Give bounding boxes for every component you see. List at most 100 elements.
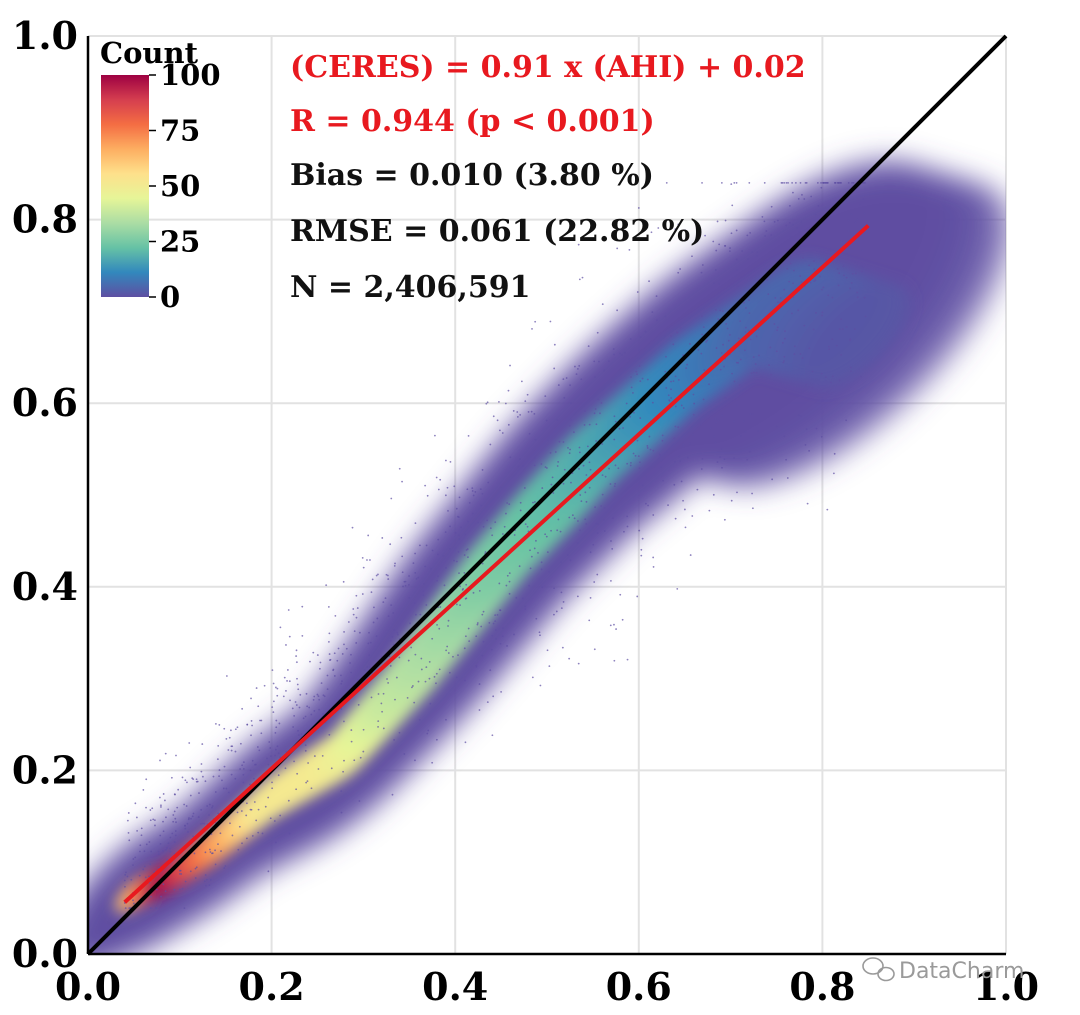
scatter-point xyxy=(183,803,186,806)
scatter-point xyxy=(765,230,768,232)
scatter-point xyxy=(856,296,859,299)
scatter-point xyxy=(337,647,340,650)
scatter-point xyxy=(200,822,202,825)
scatter-point xyxy=(588,619,591,622)
scatter-point xyxy=(806,502,809,505)
scatter-point xyxy=(731,372,733,375)
scatter-point xyxy=(562,441,565,443)
scatter-point xyxy=(756,251,759,253)
scatter-point xyxy=(576,595,579,598)
scatter-point xyxy=(455,560,458,563)
scatter-point xyxy=(770,205,773,208)
scatter-point xyxy=(557,384,560,386)
scatter-point xyxy=(533,456,536,459)
scatter-point xyxy=(716,461,719,463)
scatter-point xyxy=(272,711,275,713)
scatter-point xyxy=(528,432,531,435)
scatter-point xyxy=(143,850,146,853)
scatter-point xyxy=(836,181,839,184)
scatter-point xyxy=(613,353,615,356)
scatter-point xyxy=(783,385,786,388)
scatter-point xyxy=(234,750,237,753)
scatter-point xyxy=(852,181,855,184)
scatter-point xyxy=(763,260,766,263)
scatter-point xyxy=(160,895,163,898)
scatter-point xyxy=(686,363,689,366)
scatter-point xyxy=(601,474,604,477)
scatter-point xyxy=(437,553,439,556)
scatter-point xyxy=(286,680,288,682)
scatter-point xyxy=(820,181,822,184)
scatter-point xyxy=(502,627,504,630)
scatter-point xyxy=(701,181,703,184)
scatter-point xyxy=(863,212,866,215)
scatter-point xyxy=(516,415,519,418)
scatter-point xyxy=(661,434,664,437)
scatter-point xyxy=(382,727,385,730)
scatter-point xyxy=(578,278,581,281)
scatter-point xyxy=(175,754,177,757)
scatter-point xyxy=(454,531,457,534)
scatter-point xyxy=(678,455,681,458)
scatter-point xyxy=(159,834,162,837)
scatter-point xyxy=(149,863,152,866)
scatter-point xyxy=(560,561,562,564)
scatter-point xyxy=(783,288,786,291)
scatter-point xyxy=(478,589,481,592)
scatter-point xyxy=(484,551,487,553)
scatter-point xyxy=(211,805,214,807)
scatter-point xyxy=(263,684,266,687)
scatter-point xyxy=(310,787,313,790)
scatter-point xyxy=(509,456,512,459)
x-tick-label: 1.0 xyxy=(973,964,1039,1009)
scatter-point xyxy=(622,427,624,429)
scatter-point xyxy=(533,412,536,415)
scatter-point xyxy=(201,775,204,778)
scatter-point xyxy=(164,799,166,802)
scatter-point xyxy=(685,367,688,370)
scatter-point xyxy=(455,603,458,606)
scatter-point xyxy=(861,249,864,251)
scatter-point xyxy=(826,508,829,511)
scatter-point xyxy=(504,402,507,405)
scatter-point xyxy=(799,181,802,184)
scatter-point xyxy=(621,354,623,356)
scatter-point xyxy=(355,616,358,619)
scatter-point xyxy=(538,631,541,634)
scatter-point xyxy=(672,380,675,383)
scatter-point xyxy=(296,683,299,686)
scatter-point xyxy=(357,703,360,706)
scatter-point xyxy=(352,613,355,616)
scatter-point xyxy=(396,631,399,634)
scatter-point xyxy=(219,832,222,835)
scatter-point xyxy=(350,653,352,656)
scatter-point xyxy=(387,615,390,617)
scatter-point xyxy=(305,692,308,695)
scatter-point xyxy=(296,677,298,680)
x-tick-label: 0.8 xyxy=(789,964,855,1009)
scatter-point xyxy=(278,722,281,725)
scatter-point xyxy=(342,770,344,773)
scatter-point xyxy=(626,525,629,528)
scatter-point xyxy=(547,439,549,442)
wechat-icon xyxy=(862,957,895,982)
scatter-point xyxy=(218,724,221,726)
scatter-point xyxy=(402,585,404,588)
scatter-point xyxy=(812,328,815,331)
scatter-point xyxy=(426,732,429,735)
scatter-point xyxy=(458,572,460,574)
scatter-point xyxy=(271,706,274,709)
scatter-point xyxy=(701,264,704,266)
scatter-point xyxy=(382,692,385,695)
scatter-point xyxy=(431,549,434,552)
scatter-point xyxy=(636,373,638,376)
scatter-point xyxy=(229,822,231,825)
scatter-point xyxy=(650,231,653,234)
scatter-point xyxy=(726,327,729,330)
scatter-point xyxy=(359,756,362,759)
scatter-point xyxy=(458,538,461,541)
scatter-point xyxy=(646,445,649,447)
scatter-point xyxy=(236,726,239,729)
scatter-point xyxy=(539,634,541,637)
scatter-point xyxy=(752,356,755,358)
